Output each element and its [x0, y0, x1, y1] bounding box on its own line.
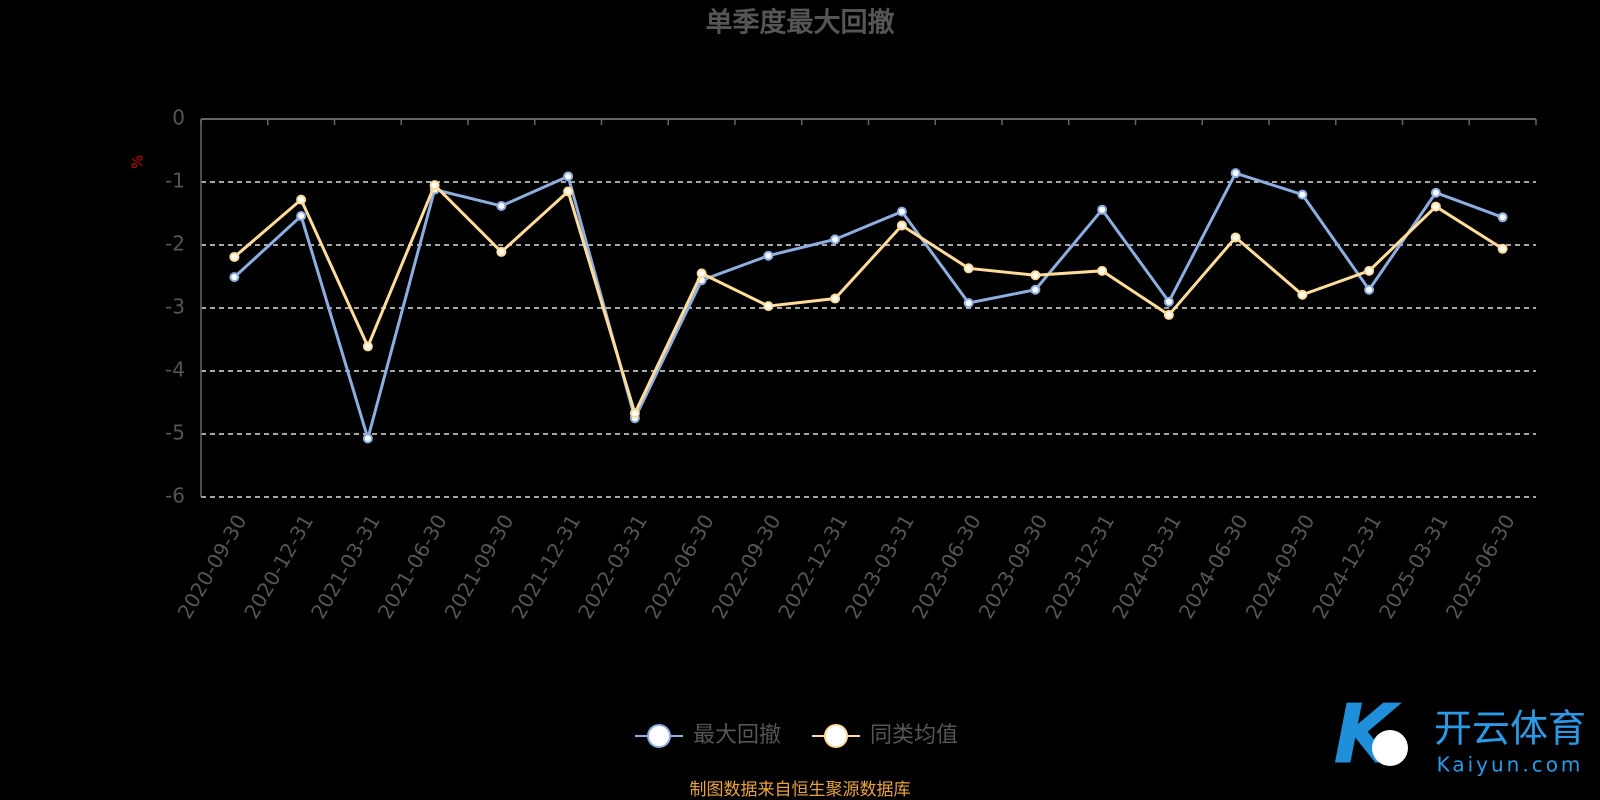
legend-marker — [647, 724, 671, 748]
x-tick-label: 2022-09-30 — [707, 510, 786, 623]
data-point — [1230, 232, 1241, 243]
data-point — [563, 186, 574, 197]
x-tick-label: 2022-12-31 — [773, 510, 852, 623]
data-point — [1297, 289, 1308, 300]
data-point — [1364, 265, 1375, 276]
data-point — [563, 171, 574, 182]
x-tick-label: 2022-03-31 — [573, 510, 652, 623]
watermark: K 开云体育 Kaiyun.com — [1333, 687, 1586, 782]
data-point — [830, 293, 841, 304]
legend-label: 同类均值 — [870, 723, 958, 748]
data-point — [763, 250, 774, 261]
legend-label: 最大回撤 — [693, 723, 781, 748]
x-tick-label: 2023-12-31 — [1040, 510, 1119, 623]
x-tick-label: 2023-03-31 — [840, 510, 919, 623]
chart-title: 单季度最大回撤 — [706, 7, 895, 39]
data-point — [629, 408, 640, 419]
x-tick-label: 2020-09-30 — [173, 510, 252, 623]
logo-ball — [1372, 730, 1408, 766]
x-tick-label: 2022-06-30 — [640, 510, 719, 623]
data-point — [362, 341, 373, 352]
watermark-site: Kaiyun.com — [1437, 753, 1584, 777]
data-point — [296, 211, 307, 222]
data-point — [296, 194, 307, 205]
legend-item: 同类均值 — [812, 723, 958, 748]
x-tick-label: 2021-03-31 — [306, 510, 385, 623]
y-tick-label: -5 — [165, 421, 185, 445]
data-point — [1364, 284, 1375, 295]
data-point — [362, 433, 373, 444]
data-point — [1430, 201, 1441, 212]
data-point — [896, 206, 907, 217]
x-tick-label: 2024-09-30 — [1241, 510, 1320, 623]
x-tick-label: 2023-09-30 — [974, 510, 1053, 623]
x-tick-label: 2025-03-31 — [1374, 510, 1453, 623]
x-tick-label: 2021-09-30 — [440, 510, 519, 623]
source-note: 制图数据来自恒生聚源数据库 — [690, 780, 911, 800]
data-point — [763, 301, 774, 312]
data-point — [496, 200, 507, 211]
data-point — [496, 246, 507, 257]
data-point — [696, 268, 707, 279]
x-tick-label: 2021-12-31 — [506, 510, 585, 623]
data-point — [229, 251, 240, 262]
legend-marker — [824, 724, 848, 748]
data-point — [1097, 265, 1108, 276]
x-tick-label: 2024-12-31 — [1307, 510, 1386, 623]
data-point — [830, 234, 841, 245]
data-point — [1430, 187, 1441, 198]
watermark-brand: 开云体育 — [1434, 707, 1586, 751]
data-point — [1030, 284, 1041, 295]
y-tick-label: -2 — [165, 232, 185, 256]
data-point — [1163, 296, 1174, 307]
x-tick-label: 2020-12-31 — [239, 510, 318, 623]
y-tick-label: -1 — [165, 169, 185, 193]
x-tick-label: 2023-06-30 — [907, 510, 986, 623]
x-tick-label: 2024-03-31 — [1107, 510, 1186, 623]
legend-item: 最大回撤 — [635, 723, 781, 748]
series-line — [233, 182, 1504, 418]
data-point — [429, 180, 440, 191]
x-tick-label: 2025-06-30 — [1441, 510, 1520, 623]
data-point — [896, 220, 907, 231]
y-tick-label: 0 — [172, 106, 185, 130]
y-tick-label: -3 — [165, 295, 185, 319]
x-tick-label: 2021-06-30 — [373, 510, 452, 623]
y-axis-label: % — [129, 155, 147, 169]
data-point — [1297, 189, 1308, 200]
data-point — [1497, 243, 1508, 254]
data-point — [963, 263, 974, 274]
data-point — [1097, 204, 1108, 215]
data-point — [1163, 309, 1174, 320]
data-point — [963, 297, 974, 308]
data-point — [229, 272, 240, 283]
data-point — [1230, 168, 1241, 179]
data-point — [1497, 212, 1508, 223]
data-point — [1030, 270, 1041, 281]
series-line — [233, 171, 1504, 444]
y-tick-label: -6 — [165, 484, 185, 508]
x-tick-label: 2024-06-30 — [1174, 510, 1253, 623]
y-tick-label: -4 — [165, 358, 185, 382]
